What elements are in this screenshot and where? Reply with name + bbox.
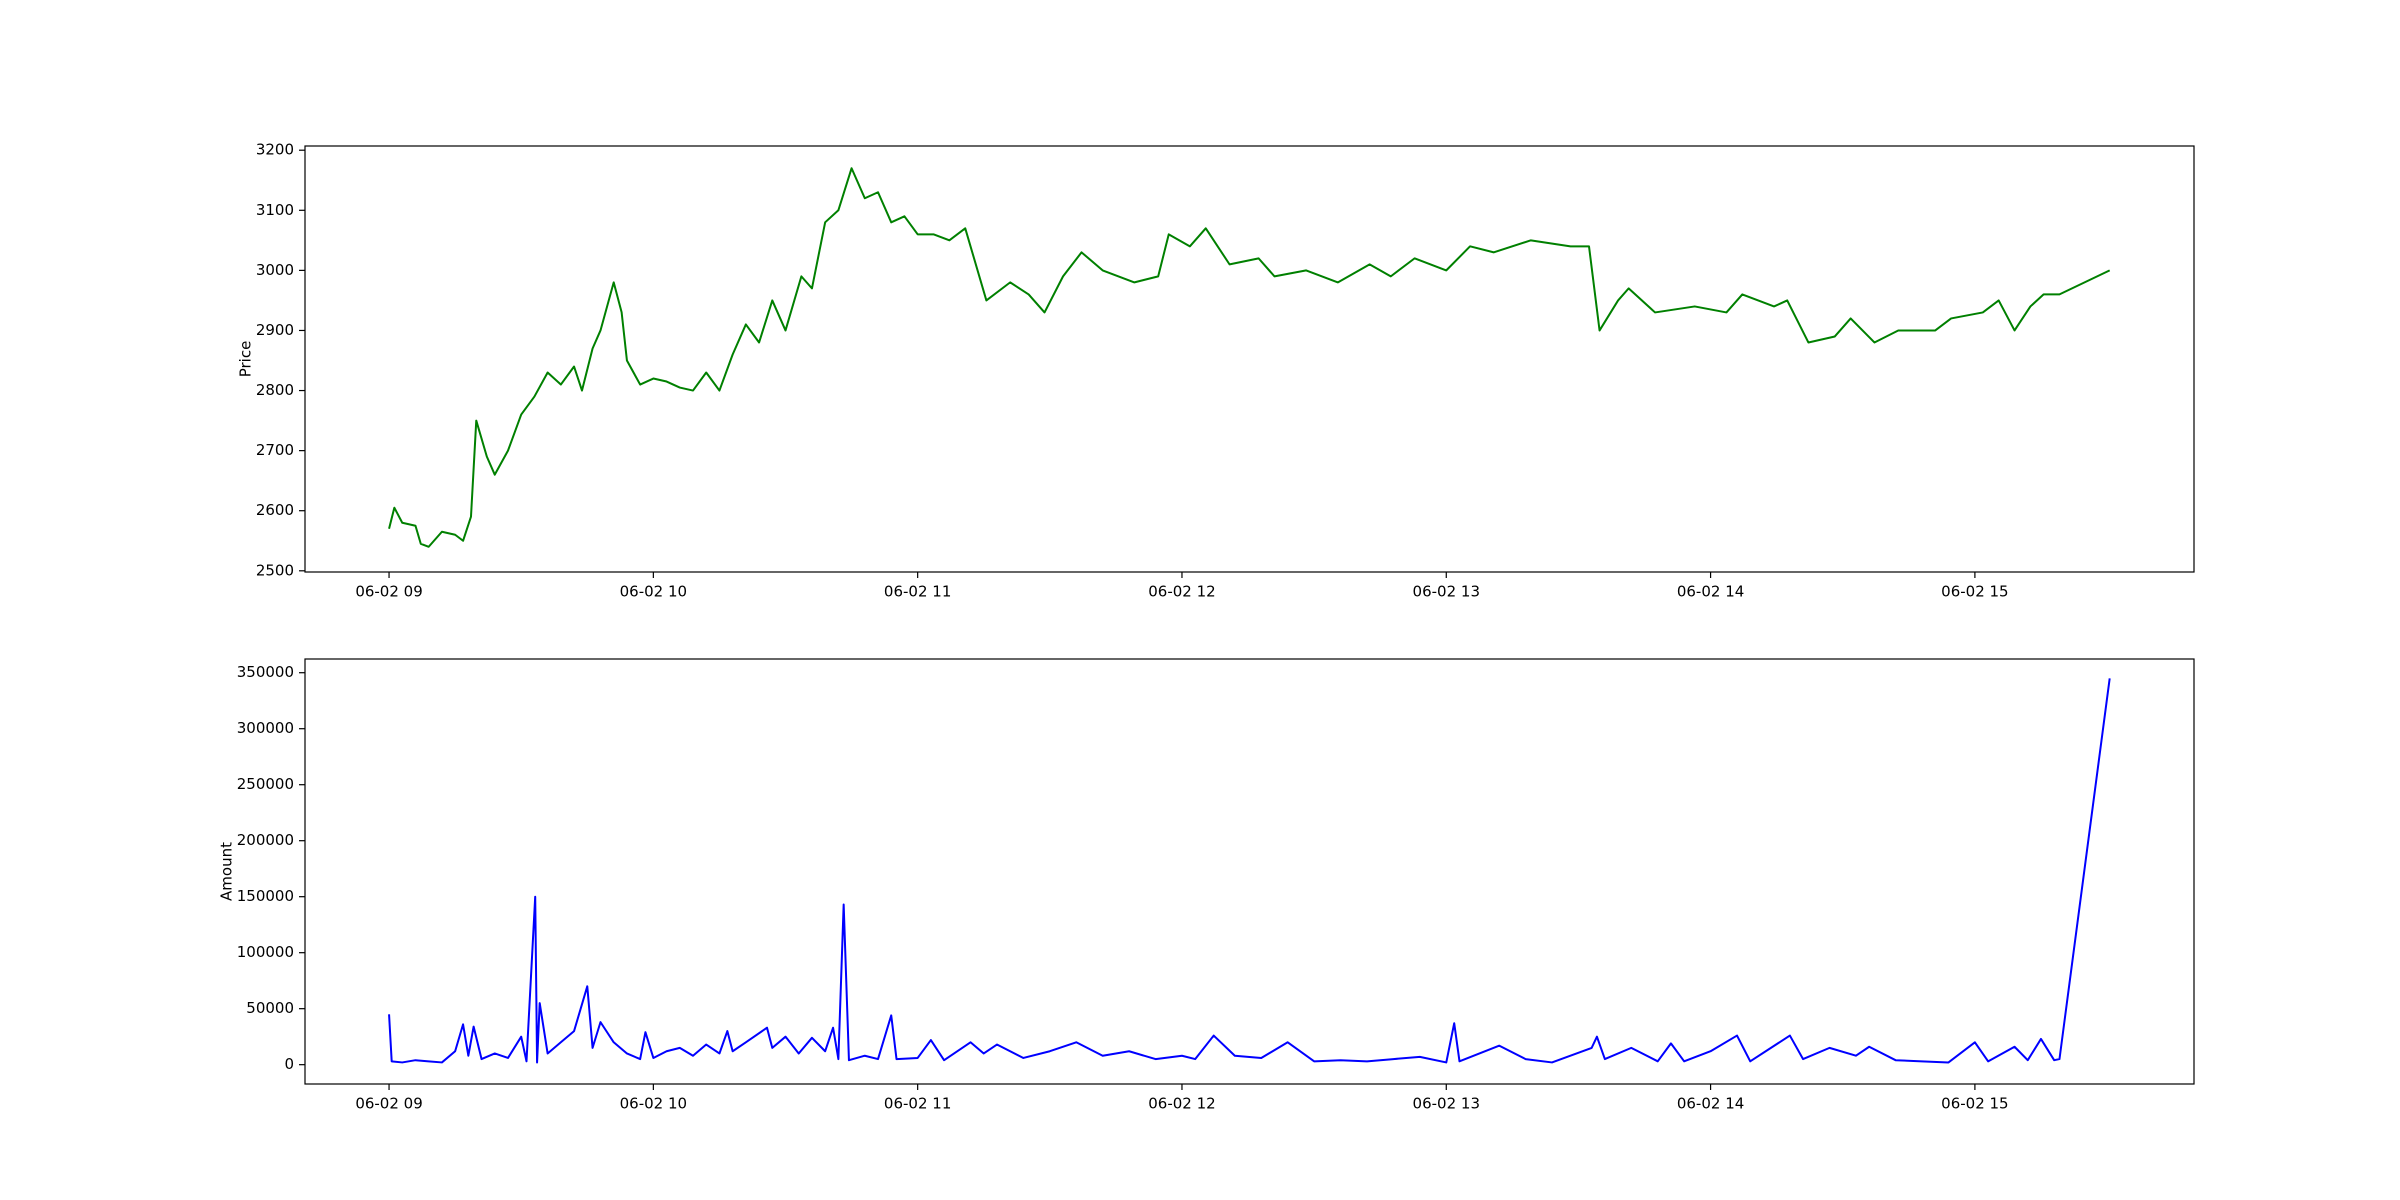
y-tick-label: 3100	[256, 201, 294, 219]
x-tick-label: 06-02 13	[1413, 583, 1480, 601]
x-tick-label: 06-02 11	[884, 1095, 951, 1113]
y-axis-label: Amount	[218, 842, 236, 901]
y-tick-label: 2600	[256, 501, 294, 519]
y-tick-label: 2500	[256, 561, 294, 579]
y-tick-label: 200000	[237, 831, 294, 849]
x-tick-label: 06-02 09	[355, 1095, 422, 1113]
y-tick-label: 150000	[237, 887, 294, 905]
x-tick-label: 06-02 12	[1148, 1095, 1215, 1113]
y-tick-label: 350000	[237, 663, 294, 681]
y-tick-label: 2700	[256, 441, 294, 459]
x-tick-label: 06-02 15	[1941, 1095, 2008, 1113]
y-axis-label: Price	[237, 341, 255, 378]
axes-frame	[304, 145, 2195, 573]
x-tick-label: 06-02 10	[620, 583, 687, 601]
y-tick-label: 3200	[256, 141, 294, 159]
axes-frame	[304, 658, 2195, 1085]
y-tick-label: 2900	[256, 321, 294, 339]
data-line	[388, 678, 2111, 1064]
y-tick-label: 3000	[256, 261, 294, 279]
y-tick-label: 100000	[237, 943, 294, 961]
x-tick-label: 06-02 10	[620, 1095, 687, 1113]
y-tick-label: 250000	[237, 775, 294, 793]
x-tick-label: 06-02 13	[1413, 1095, 1480, 1113]
y-tick-label: 300000	[237, 719, 294, 737]
x-tick-label: 06-02 11	[884, 583, 951, 601]
x-tick-label: 06-02 09	[355, 583, 422, 601]
data-line	[388, 167, 2111, 548]
x-tick-label: 06-02 15	[1941, 583, 2008, 601]
y-tick-label: 50000	[246, 999, 294, 1017]
y-tick-label: 0	[284, 1055, 294, 1073]
x-tick-label: 06-02 12	[1148, 583, 1215, 601]
y-tick-label: 2800	[256, 381, 294, 399]
x-tick-label: 06-02 14	[1677, 1095, 1744, 1113]
x-tick-label: 06-02 14	[1677, 583, 1744, 601]
